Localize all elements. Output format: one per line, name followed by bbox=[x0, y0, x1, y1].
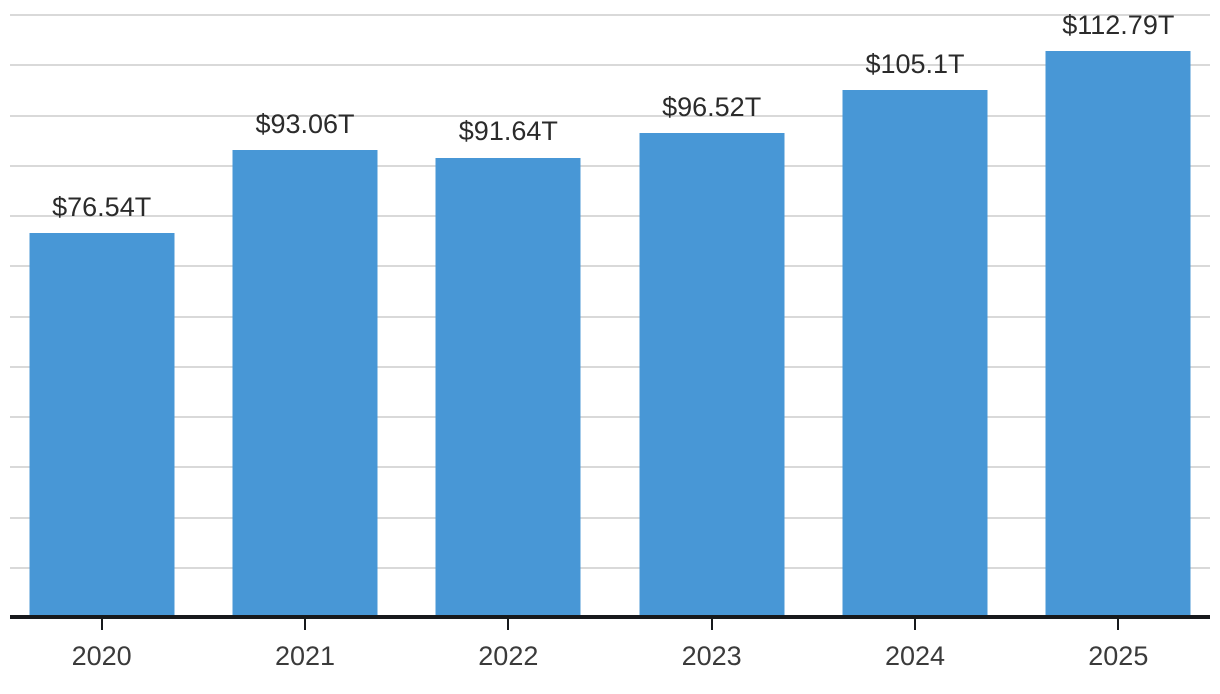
x-axis-band: 2023 bbox=[610, 619, 813, 694]
gridline bbox=[10, 215, 1210, 218]
gridline bbox=[10, 315, 1210, 318]
x-axis-label: 2021 bbox=[274, 641, 336, 671]
bar-2021[interactable] bbox=[232, 150, 378, 618]
bar-2020[interactable] bbox=[29, 233, 175, 618]
x-axis-tick bbox=[1117, 619, 1120, 630]
x-axis-line bbox=[10, 615, 1210, 619]
bar-2022[interactable] bbox=[435, 157, 581, 618]
x-axis-tick bbox=[913, 619, 916, 630]
x-axis-label: 2020 bbox=[71, 641, 132, 671]
x-axis-label: 2022 bbox=[478, 641, 539, 671]
bar-value-label: $91.64T bbox=[458, 116, 558, 147]
x-axis-label: 2025 bbox=[1088, 641, 1149, 671]
bar-value-label: $112.79T bbox=[1062, 10, 1175, 41]
bar-2024[interactable] bbox=[842, 89, 988, 618]
bar-band: $112.79T bbox=[1017, 0, 1220, 618]
bar-value-label: $96.52T bbox=[662, 91, 762, 122]
x-axis-tick bbox=[100, 619, 103, 630]
bar-2023[interactable] bbox=[639, 133, 785, 618]
bars-layer: $76.54T $93.06T $91.64T $96.52T $105.1T $112.… bbox=[0, 0, 1220, 618]
gridline bbox=[10, 265, 1210, 268]
bar-band: $76.54T bbox=[0, 0, 203, 618]
x-axis-band: 2024 bbox=[813, 619, 1016, 694]
x-axis-band: 2020 bbox=[0, 619, 203, 694]
x-axis-band: 2021 bbox=[203, 619, 406, 694]
gridline bbox=[10, 466, 1210, 469]
x-axis-label: 2023 bbox=[681, 641, 742, 671]
x-axis-band: 2025 bbox=[1017, 619, 1220, 694]
x-axis-tick bbox=[303, 619, 306, 630]
gridline bbox=[10, 64, 1210, 67]
bar-band: $93.06T bbox=[203, 0, 406, 618]
bar-band: $91.64T bbox=[407, 0, 610, 618]
gridline bbox=[10, 566, 1210, 569]
x-axis-band: 2022 bbox=[407, 619, 610, 694]
bar-band: $105.1T bbox=[813, 0, 1016, 618]
bar-value-label: $93.06T bbox=[255, 109, 355, 140]
bar-band: $96.52T bbox=[610, 0, 813, 618]
x-axis-tick bbox=[710, 619, 713, 630]
bar-value-label: $105.1T bbox=[865, 48, 965, 79]
gridline bbox=[10, 416, 1210, 419]
gridline bbox=[10, 14, 1210, 17]
x-axis-tick bbox=[507, 619, 510, 630]
gridline bbox=[10, 114, 1210, 117]
gridline bbox=[10, 365, 1210, 368]
gridline bbox=[10, 516, 1210, 519]
x-axis: 2020 2021 2022 2023 2024 2025 bbox=[0, 619, 1220, 694]
x-axis-label: 2024 bbox=[884, 641, 946, 671]
gridline bbox=[10, 164, 1210, 167]
plot-area: $76.54T $93.06T $91.64T $96.52T $105.1T $112.… bbox=[0, 0, 1220, 619]
bar-2025[interactable] bbox=[1045, 51, 1191, 618]
bar-value-label: $76.54T bbox=[52, 192, 152, 223]
